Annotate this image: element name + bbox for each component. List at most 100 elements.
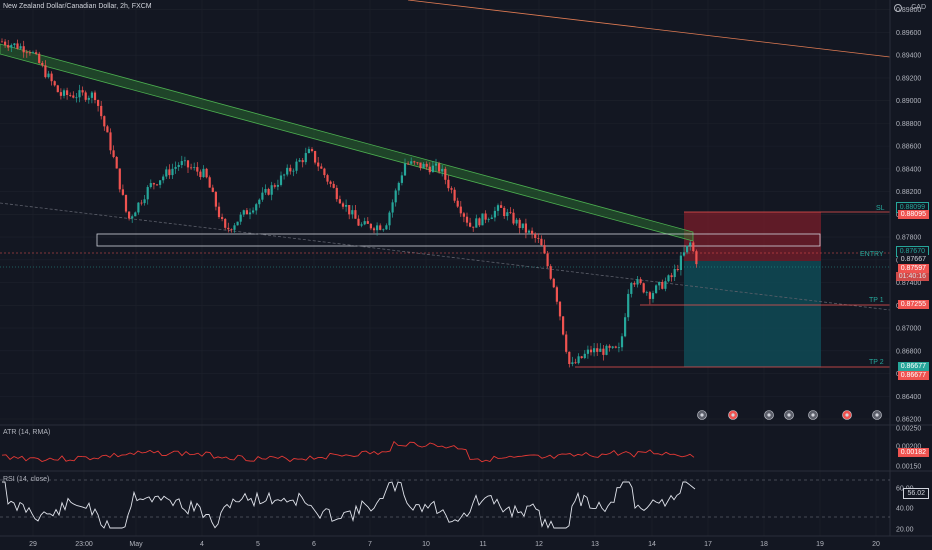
atr-line <box>1 440 695 463</box>
candle-body <box>469 222 472 227</box>
candle-body <box>146 187 149 200</box>
candle-body <box>475 218 478 228</box>
candle-body <box>376 225 379 231</box>
candle-body <box>444 168 447 180</box>
price-tick-label: 0.89400 <box>896 53 921 60</box>
candle-body <box>571 362 574 365</box>
candle-body <box>509 212 512 214</box>
candle-body <box>283 174 286 176</box>
tp1-label: TP 1 <box>869 297 884 304</box>
candle-body <box>441 168 444 172</box>
candle-body <box>555 287 558 302</box>
time-tick-label: 14 <box>648 541 656 548</box>
symbol-title[interactable]: New Zealand Dollar/Canadian Dollar, 2h, … <box>3 3 152 10</box>
candle-body <box>537 238 540 239</box>
candle-body <box>118 168 121 190</box>
candle-body <box>599 348 602 352</box>
event-icons[interactable] <box>697 410 882 420</box>
earnings-icon[interactable] <box>872 410 882 420</box>
take-profit-zone[interactable] <box>684 261 821 367</box>
earnings-icon[interactable] <box>764 410 774 420</box>
candle-body <box>614 346 617 348</box>
rsi-legend[interactable]: RSI (14, close) <box>3 476 50 483</box>
candle-body <box>549 266 552 279</box>
candle-body <box>295 161 298 171</box>
candle-body <box>645 292 648 294</box>
candle-body <box>44 65 47 78</box>
candle-body <box>159 180 162 185</box>
time-tick-label: May <box>129 541 143 548</box>
current-price-tag: 0.87667 <box>897 255 929 264</box>
candle-body <box>4 41 7 46</box>
candle-body <box>425 163 428 167</box>
price-tick-label: 0.88200 <box>896 189 921 196</box>
candle-body <box>258 199 261 205</box>
dividend-icon[interactable] <box>842 410 852 420</box>
candle-body <box>679 255 682 270</box>
candle-body <box>589 349 593 353</box>
candle-body <box>320 166 323 169</box>
candle-body <box>326 175 329 182</box>
rsi-line <box>2 481 696 529</box>
long-trend-line[interactable] <box>407 0 891 58</box>
candle-body <box>351 210 354 215</box>
candle-body <box>211 187 214 193</box>
stop-loss-zone[interactable] <box>684 212 821 261</box>
candle-body <box>264 188 267 193</box>
candle-body <box>648 292 651 299</box>
candle-body <box>360 224 363 226</box>
atr-legend[interactable]: ATR (14, RMA) <box>3 429 51 436</box>
tp2-label: TP 2 <box>869 359 884 366</box>
candle-body <box>596 348 599 352</box>
candle-body <box>301 160 304 163</box>
candle-body <box>109 132 112 151</box>
candle-body <box>478 218 481 226</box>
candle-body <box>608 345 611 348</box>
time-tick-label: 4 <box>200 541 204 548</box>
dividend-icon[interactable] <box>728 410 738 420</box>
support-zone-box[interactable] <box>96 233 821 247</box>
earnings-icon[interactable] <box>697 410 707 420</box>
candle-body <box>128 211 131 219</box>
candle-body <box>50 73 53 82</box>
candle-body <box>97 100 100 106</box>
atr-axis[interactable]: 0.00250 0.00200 0.00150 <box>896 426 921 471</box>
tp2-price-tag-green: 0.86677 <box>897 362 929 371</box>
candle-body <box>602 348 605 355</box>
candle-body <box>524 223 527 233</box>
candle-body <box>31 52 35 54</box>
candle-body <box>540 238 543 246</box>
candle-body <box>307 149 310 154</box>
price-tick-label: 0.86200 <box>896 417 921 424</box>
candle-body <box>512 212 515 224</box>
candle-body <box>506 212 509 217</box>
candle-body <box>59 92 62 96</box>
candle-body <box>233 225 236 230</box>
earnings-icon[interactable] <box>808 410 818 420</box>
candle-body <box>636 279 639 285</box>
candle-body <box>462 213 465 217</box>
time-tick-label: 13 <box>591 541 599 548</box>
candle-body <box>419 162 422 168</box>
settings-gear-icon[interactable] <box>894 4 902 12</box>
candle-body <box>345 205 348 207</box>
candle-body <box>410 161 413 164</box>
descending-channel[interactable] <box>0 43 694 242</box>
candle-body <box>531 230 534 234</box>
candle-body <box>459 206 462 214</box>
price-tick-label: 0.89600 <box>896 30 921 37</box>
candle-body <box>69 95 72 96</box>
candle-body <box>134 212 137 217</box>
rsi-value-tag: 56.02 <box>903 488 929 499</box>
candle-body <box>338 199 341 204</box>
candle-body <box>521 223 524 229</box>
candle-body <box>35 52 38 54</box>
candle-body <box>53 81 56 86</box>
earnings-icon[interactable] <box>784 410 794 420</box>
dashed-trend-line[interactable] <box>0 202 891 311</box>
candle-body <box>16 43 19 49</box>
time-axis[interactable]: 29 23:00 May 4 5 6 7 10 11 12 13 14 17 18 19 20 <box>29 541 880 548</box>
candle-body <box>391 202 394 213</box>
